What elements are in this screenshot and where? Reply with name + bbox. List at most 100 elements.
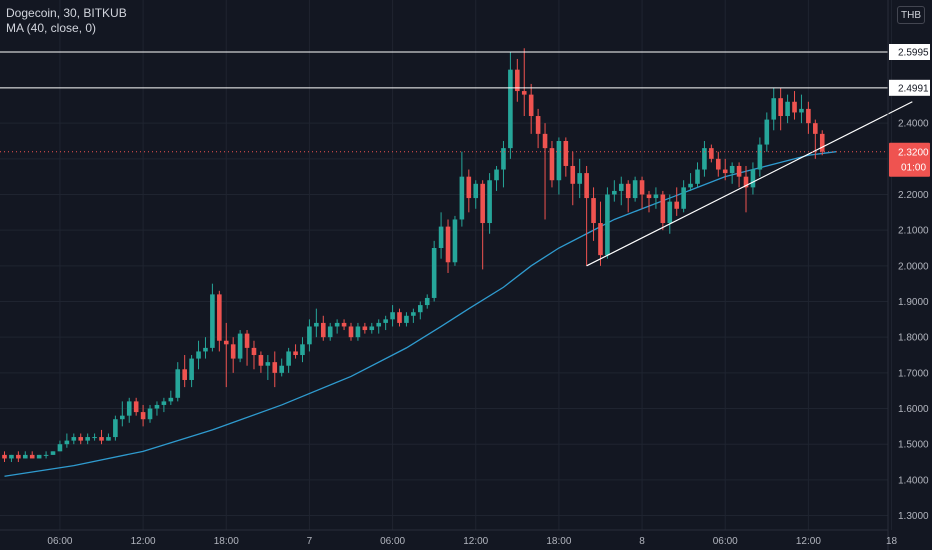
time-axis[interactable]: 06:00 12:00 18:00 7 06:00 12:00 18:00 8 06:00 12:… — [0, 529, 898, 547]
candle-body — [459, 176, 465, 220]
candle-up — [508, 51, 513, 159]
candle-body — [605, 194, 610, 256]
candle-body — [217, 294, 222, 341]
candle-up — [612, 180, 617, 202]
candle-down — [549, 140, 555, 188]
candle-down — [743, 165, 749, 213]
candle-up — [431, 240, 437, 302]
candle-up — [307, 319, 312, 352]
candle-up — [695, 162, 700, 188]
candle-body — [612, 190, 617, 195]
candle-up — [126, 397, 132, 423]
candle-down — [598, 201, 603, 266]
candle-up — [438, 212, 444, 259]
candle-body — [715, 158, 721, 170]
candle-up — [120, 401, 125, 427]
candle-up — [237, 330, 243, 363]
candle-body — [577, 173, 582, 184]
candle-body — [154, 404, 160, 409]
time-tick-label: 06:00 — [380, 536, 405, 547]
candle-down — [244, 330, 250, 366]
candle-up — [369, 322, 375, 334]
candle-down — [778, 87, 783, 131]
candle-body — [334, 322, 340, 327]
candle-up — [113, 415, 118, 441]
candle-down — [715, 151, 721, 177]
time-tick-label: 06:00 — [713, 536, 738, 547]
candle-body — [702, 148, 707, 170]
candle-body — [50, 451, 56, 455]
candle-body — [196, 351, 201, 359]
candle-up — [653, 187, 659, 209]
candle-up — [404, 312, 409, 327]
candle-up — [300, 337, 305, 363]
candle-up — [618, 176, 624, 206]
candle-body — [563, 140, 569, 166]
candle-body — [494, 169, 499, 181]
candle-down — [591, 187, 596, 241]
time-tick-label: 8 — [639, 536, 645, 547]
candle-body — [140, 412, 146, 420]
candle-body — [660, 194, 666, 224]
candle-body — [785, 101, 790, 117]
candle-up — [9, 454, 14, 463]
candle-down — [819, 130, 825, 156]
candle-up — [147, 404, 153, 423]
candle-body — [515, 69, 520, 92]
candle-down — [466, 169, 472, 213]
candle-body — [168, 397, 174, 402]
candle-body — [674, 201, 680, 209]
candle-down — [348, 322, 354, 341]
candle-body — [591, 198, 596, 224]
candle-body — [528, 94, 534, 117]
candle-down — [639, 176, 645, 209]
candle-down — [182, 355, 187, 388]
time-tick-label: 06:00 — [47, 536, 72, 547]
candle-body — [258, 355, 264, 366]
candle-body — [244, 333, 250, 348]
candle-body — [487, 180, 492, 224]
candle-body — [293, 351, 298, 356]
candle-up — [418, 301, 423, 320]
candle-body — [473, 183, 479, 199]
candle-up — [424, 294, 430, 309]
candle-body — [71, 437, 77, 441]
candle-body — [480, 183, 485, 224]
candle-body — [64, 440, 70, 445]
drawings-layer — [0, 51, 913, 267]
candle-down — [528, 83, 534, 134]
candle-down — [674, 187, 680, 216]
candle-body — [369, 326, 375, 331]
price-tick-label: 2.2000 — [898, 190, 929, 201]
candle-up — [36, 454, 42, 459]
candle-down — [223, 322, 229, 388]
candle-body — [806, 108, 811, 124]
candle-body — [535, 116, 541, 134]
candle-up — [161, 397, 167, 413]
candle-body — [418, 305, 423, 313]
candle-body — [771, 98, 777, 120]
candle-up — [667, 194, 673, 234]
candle-down — [258, 351, 264, 373]
candle-down — [29, 451, 35, 459]
candle-body — [438, 226, 444, 249]
candle-body — [639, 180, 645, 195]
candle-body — [362, 326, 368, 331]
currency-button[interactable]: THB — [897, 6, 925, 24]
indicator-line: MA (40, close, 0) — [6, 21, 97, 35]
candle-up — [376, 319, 382, 334]
candle-body — [799, 108, 804, 113]
candle-body — [736, 165, 742, 177]
candle-body — [570, 165, 576, 184]
candle-up — [750, 162, 756, 195]
candle-down — [445, 219, 451, 273]
candle-body — [625, 183, 631, 199]
candle-up — [771, 87, 777, 131]
candle-body — [182, 369, 187, 380]
price-tick-label: 1.9000 — [898, 297, 929, 308]
candle-body — [85, 437, 90, 441]
candle-up — [203, 337, 208, 359]
candle-up — [314, 308, 319, 338]
candle-body — [189, 358, 194, 380]
